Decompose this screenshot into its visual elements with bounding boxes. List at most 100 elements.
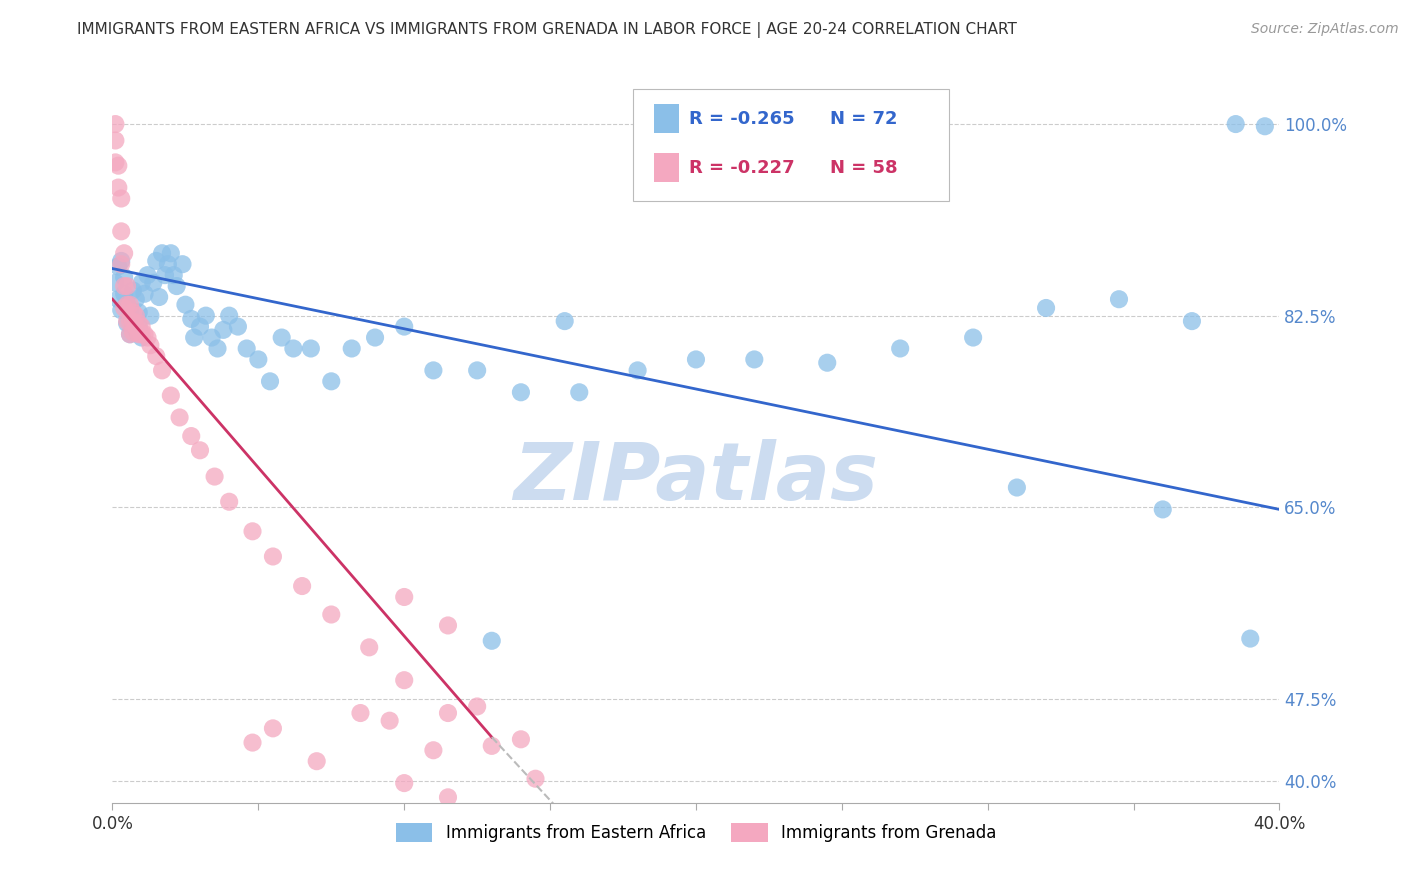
Point: [128, 319, 150, 334]
Legend: Immigrants from Eastern Africa, Immigrants from Grenada: Immigrants from Eastern Africa, Immigran…: [389, 816, 1002, 848]
Text: ZIPatlas: ZIPatlas: [513, 439, 879, 516]
Point: [125, 292, 148, 306]
Point: [212, 323, 235, 337]
Point: [180, 429, 202, 443]
Point: [201, 330, 224, 344]
Point: [242, 735, 264, 749]
Point: [1035, 301, 1057, 315]
Point: [568, 385, 591, 400]
Text: N = 72: N = 72: [830, 110, 897, 128]
Point: [160, 246, 183, 260]
Point: [131, 327, 153, 342]
Point: [156, 257, 179, 271]
Point: [118, 327, 141, 342]
Point: [422, 363, 444, 377]
Point: [112, 286, 135, 301]
Point: [815, 356, 838, 370]
Point: [305, 754, 328, 768]
Point: [437, 790, 460, 805]
Point: [188, 443, 211, 458]
Point: [207, 342, 229, 356]
Point: [110, 253, 132, 268]
Point: [183, 330, 205, 344]
Point: [1108, 292, 1130, 306]
Point: [112, 279, 135, 293]
Point: [125, 309, 148, 323]
Point: [180, 312, 202, 326]
Point: [283, 342, 305, 356]
Point: [509, 385, 531, 400]
Point: [104, 155, 127, 169]
Point: [524, 772, 547, 786]
Point: [291, 579, 314, 593]
Point: [139, 309, 162, 323]
Point: [107, 292, 129, 306]
Point: [122, 325, 145, 339]
Point: [378, 714, 401, 728]
Point: [112, 270, 135, 285]
Point: [122, 314, 145, 328]
Point: [962, 330, 984, 344]
Point: [889, 342, 911, 356]
Point: [150, 246, 173, 260]
Point: [118, 298, 141, 312]
Point: [188, 319, 211, 334]
Point: [118, 327, 141, 342]
Point: [163, 268, 186, 282]
Point: [134, 286, 156, 301]
Text: Source: ZipAtlas.com: Source: ZipAtlas.com: [1251, 22, 1399, 37]
Point: [247, 352, 270, 367]
Point: [131, 319, 153, 334]
Point: [142, 276, 165, 290]
Point: [104, 117, 127, 131]
Point: [437, 706, 460, 720]
Point: [118, 314, 141, 328]
Point: [110, 257, 132, 271]
Point: [131, 330, 153, 344]
Point: [226, 319, 249, 334]
Point: [128, 327, 150, 342]
Point: [1005, 481, 1028, 495]
Point: [139, 338, 162, 352]
Point: [259, 374, 281, 388]
Point: [218, 494, 240, 508]
Point: [110, 224, 132, 238]
Point: [134, 327, 156, 342]
Point: [422, 743, 444, 757]
Point: [270, 330, 292, 344]
Point: [262, 722, 284, 736]
Point: [394, 776, 416, 790]
Point: [122, 284, 145, 298]
Point: [194, 309, 217, 323]
Point: [122, 305, 145, 319]
Point: [115, 314, 138, 328]
Point: [235, 342, 257, 356]
Point: [394, 319, 416, 334]
Point: [394, 673, 416, 688]
Point: [481, 739, 503, 753]
Point: [742, 352, 765, 367]
Point: [364, 330, 387, 344]
Point: [1254, 120, 1277, 134]
Point: [166, 279, 188, 293]
Point: [160, 388, 183, 402]
Point: [110, 303, 132, 318]
Point: [112, 301, 135, 315]
Point: [509, 732, 531, 747]
Point: [128, 305, 150, 319]
Text: IMMIGRANTS FROM EASTERN AFRICA VS IMMIGRANTS FROM GRENADA IN LABOR FORCE | AGE 2: IMMIGRANTS FROM EASTERN AFRICA VS IMMIGR…: [77, 22, 1017, 38]
Point: [321, 607, 343, 622]
Point: [110, 192, 132, 206]
Point: [465, 699, 488, 714]
Point: [359, 640, 381, 655]
Point: [394, 590, 416, 604]
Point: [174, 298, 197, 312]
Point: [125, 319, 148, 334]
Point: [465, 363, 488, 377]
Point: [1152, 502, 1174, 516]
Point: [262, 549, 284, 564]
Text: R = -0.265: R = -0.265: [689, 110, 794, 128]
Point: [115, 316, 138, 330]
Text: R = -0.227: R = -0.227: [689, 159, 794, 177]
Point: [112, 246, 135, 260]
